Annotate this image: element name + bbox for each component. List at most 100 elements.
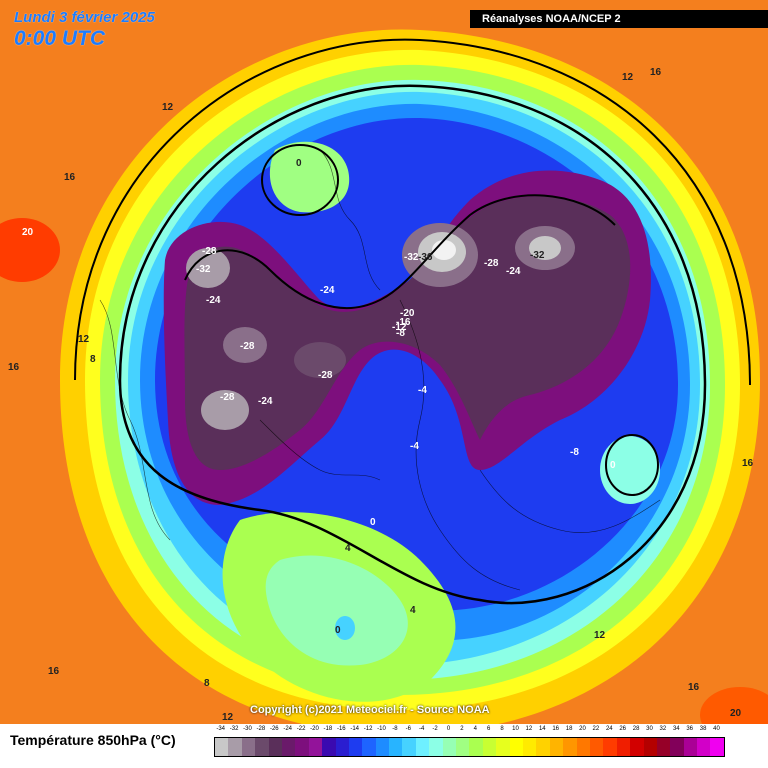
legend-tick-label: -2 [432,726,438,732]
legend-tick-label: 0 [446,726,451,732]
contour-label: -8 [570,447,579,458]
legend-swatch [429,738,443,756]
legend-swatch [375,738,390,756]
legend-tick-label: 18 [565,726,573,732]
legend-swatch [228,738,242,756]
legend-tick-label: 26 [619,726,627,732]
copyright-notice: Copyright (c)2021 Meteociel.fr - Source … [250,704,490,716]
legend-swatch [496,738,510,756]
contour-label: -28 [484,258,499,269]
legend-tick-label: -22 [296,726,306,732]
contour-label: 16 [64,172,76,183]
contour-label: -32 [404,252,419,263]
legend-swatch [402,738,416,756]
legend-tick-label: 38 [699,726,707,732]
legend-swatch [442,738,457,756]
legend-tick-label: 16 [552,726,560,732]
contour-label: -24 [320,285,335,296]
contour-label: 0 [335,625,341,636]
legend-swatch [469,738,483,756]
legend-tick-label: 6 [487,726,491,732]
legend-tick-label: 30 [646,726,653,732]
contour-label: -28 [240,341,255,352]
contour-label: 8 [90,354,96,365]
color-legend: Température 850hPa (°C) -34 -32 -30 -28 -26-… [0,724,768,768]
legend-tick-label: 34 [672,726,680,732]
contour-label: -20 [400,308,415,319]
legend-swatch [616,738,631,756]
forecast-time: 0:00 UTC [14,27,106,50]
legend-swatch [482,738,497,756]
legend-tick-label: -10 [377,726,386,732]
legend-tick-label: 2 [460,726,464,732]
legend-swatch [255,738,269,756]
legend-swatch [509,738,523,756]
contour-label: 0 [610,460,616,471]
legend-swatch [281,738,296,756]
contour-label: 12 [162,102,174,113]
legend-swatch [295,738,309,756]
legend-tick-label: -16 [336,726,346,732]
contour-label: -24 [258,396,273,407]
legend-tick-label: -12 [363,726,373,732]
legend-tick-label: -8 [392,726,398,732]
legend-tick-label: 12 [525,726,533,732]
contour-label: 12 [78,334,90,345]
legend-swatch [710,738,724,756]
contour-label: 20 [730,708,742,719]
contour-label: -8 [396,328,405,339]
contour-label: 12 [594,630,606,641]
legend-swatch [241,738,256,756]
legend-tick-label: -34 [216,726,226,732]
contour-label: -36 [418,252,433,263]
contour-label: 16 [688,682,700,693]
legend-tick-label: -32 [229,726,239,732]
contour-label: 0 [370,517,376,528]
contour-label: 12 [222,712,234,723]
legend-swatch [522,738,537,756]
legend-swatch [268,738,282,756]
legend-swatch [348,738,363,756]
contour-label: 16 [650,67,662,78]
legend-swatch [308,738,323,756]
legend-tick-label: 4 [473,726,477,732]
contour-label: -28 [220,392,235,403]
legend-swatch [563,738,577,756]
contour-label: -4 [410,441,419,452]
legend-title: Température 850hPa (°C) [10,732,176,748]
legend-swatch [549,738,564,756]
legend-swatch [362,738,376,756]
legend-swatch [643,738,657,756]
legend-swatch [322,738,336,756]
contour-label: -24 [206,295,221,306]
legend-tick-label: -28 [256,726,266,732]
legend-swatch [215,738,229,756]
contour-label: 16 [48,666,60,677]
contour-label: 20 [22,227,34,238]
contour-label: -16 [396,317,411,328]
contour-label: -12 [392,322,407,333]
legend-tick-label: 8 [500,726,504,732]
legend-swatch [389,738,403,756]
legend-tick-label: -20 [310,726,319,732]
contour-label: -32 [196,264,211,275]
forecast-date: Lundi 3 février 2025 [14,9,155,26]
legend-tick-label: 32 [659,726,667,732]
legend-tick-label: 10 [512,726,519,732]
legend-swatch [656,738,671,756]
legend-tick-label: 22 [592,726,600,732]
contour-label: -32 [530,250,545,261]
legend-swatch [630,738,644,756]
contour-label: 4 [345,543,351,554]
legend-tick-label: 24 [605,726,613,732]
contour-label: 4 [410,605,416,616]
contour-label: -4 [418,385,427,396]
legend-tick-label: -14 [350,726,360,732]
legend-swatches [214,737,725,757]
legend-swatch [536,738,550,756]
legend-tick-label: -4 [419,726,425,732]
legend-swatch [335,738,349,756]
contour-label: -28 [202,246,217,257]
legend-swatch [697,738,711,756]
contour-label: 16 [742,458,754,469]
